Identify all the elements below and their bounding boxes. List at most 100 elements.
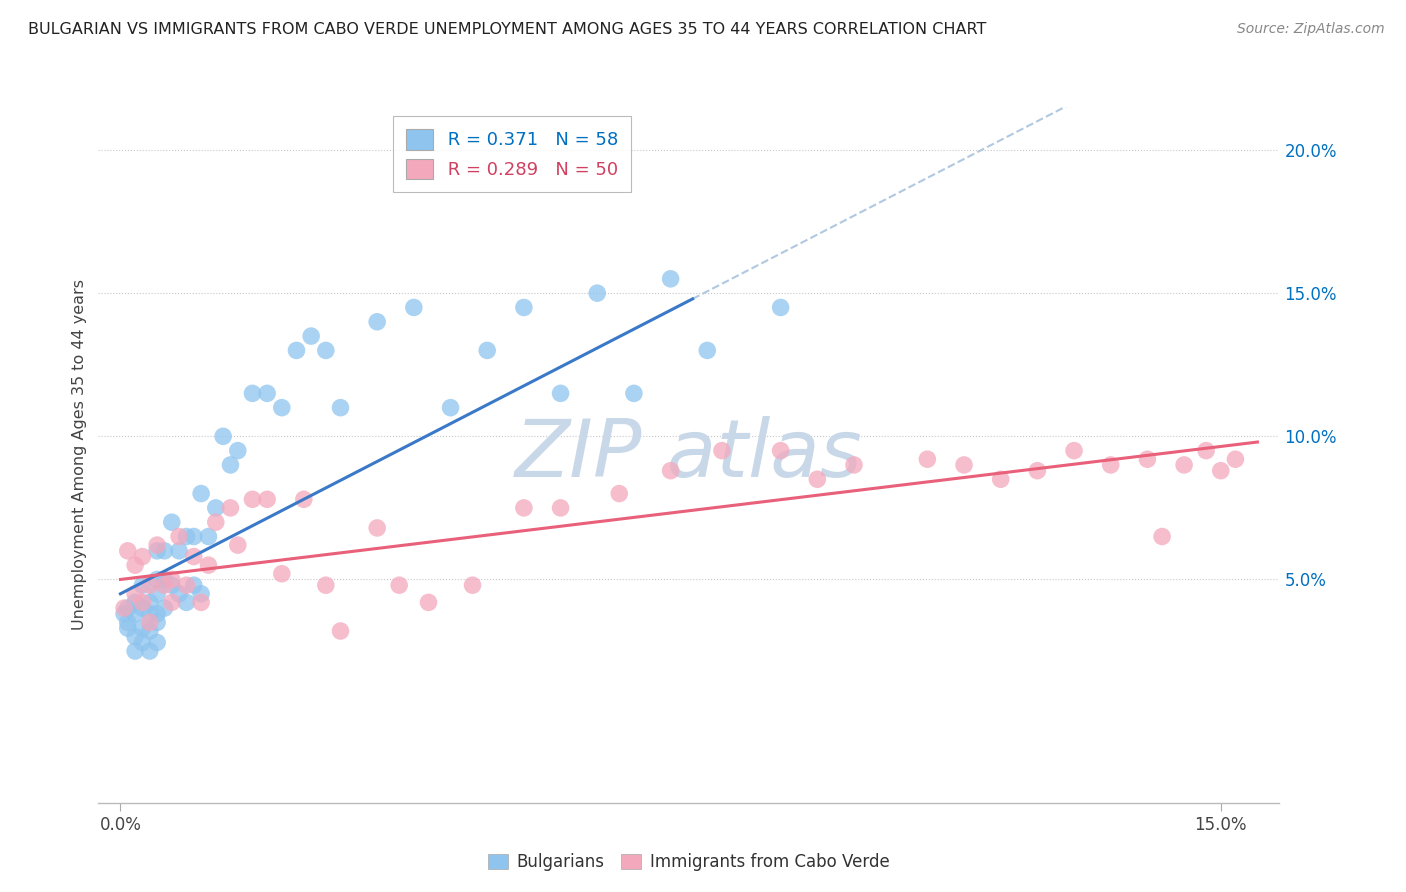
Point <box>1225 452 1247 467</box>
Point <box>285 343 308 358</box>
Point <box>696 343 718 358</box>
Point <box>146 615 169 630</box>
Point <box>176 595 198 609</box>
Point <box>388 578 411 592</box>
Point <box>917 452 939 467</box>
Point <box>131 595 153 609</box>
Point <box>146 544 169 558</box>
Point <box>402 301 425 315</box>
Point <box>315 343 337 358</box>
Point <box>176 529 198 543</box>
Point <box>366 521 388 535</box>
Point <box>242 386 264 401</box>
Point <box>586 286 609 301</box>
Point <box>226 443 249 458</box>
Point <box>769 301 792 315</box>
Point <box>160 515 183 529</box>
Point <box>131 549 153 564</box>
Text: BULGARIAN VS IMMIGRANTS FROM CABO VERDE UNEMPLOYMENT AMONG AGES 35 TO 44 YEARS C: BULGARIAN VS IMMIGRANTS FROM CABO VERDE … <box>28 22 987 37</box>
Point <box>117 601 139 615</box>
Point <box>212 429 235 443</box>
Point <box>190 486 212 500</box>
Point <box>329 624 352 638</box>
Point <box>124 607 146 621</box>
Point <box>366 315 388 329</box>
Point <box>418 595 440 609</box>
Point <box>1152 529 1174 543</box>
Point <box>806 472 828 486</box>
Point <box>513 500 536 515</box>
Point <box>117 621 139 635</box>
Text: Source: ZipAtlas.com: Source: ZipAtlas.com <box>1237 22 1385 37</box>
Point <box>550 500 572 515</box>
Point <box>1099 458 1122 472</box>
Point <box>990 472 1012 486</box>
Point <box>139 624 162 638</box>
Point <box>1173 458 1195 472</box>
Point <box>842 458 865 472</box>
Point <box>124 644 146 658</box>
Point <box>124 587 146 601</box>
Point <box>112 601 135 615</box>
Point <box>242 492 264 507</box>
Point <box>477 343 499 358</box>
Point <box>131 601 153 615</box>
Point <box>623 386 645 401</box>
Point <box>167 544 190 558</box>
Point <box>124 595 146 609</box>
Point <box>197 558 219 573</box>
Point <box>270 566 292 581</box>
Point <box>270 401 292 415</box>
Point <box>131 578 153 592</box>
Point <box>153 544 176 558</box>
Point <box>139 595 162 609</box>
Point <box>256 492 278 507</box>
Point <box>153 578 176 592</box>
Point <box>1195 443 1218 458</box>
Point <box>139 607 162 621</box>
Point <box>117 615 139 630</box>
Point <box>1209 464 1232 478</box>
Point <box>146 538 169 552</box>
Point <box>256 386 278 401</box>
Point <box>190 595 212 609</box>
Point <box>1026 464 1049 478</box>
Point <box>329 401 352 415</box>
Point <box>204 500 226 515</box>
Text: ZIP atlas: ZIP atlas <box>515 416 863 494</box>
Point <box>153 601 176 615</box>
Point <box>226 538 249 552</box>
Point <box>659 464 682 478</box>
Point <box>160 573 183 587</box>
Point <box>117 544 139 558</box>
Point <box>299 329 322 343</box>
Point <box>124 558 146 573</box>
Point <box>219 458 242 472</box>
Point <box>139 578 162 592</box>
Point <box>183 578 205 592</box>
Point <box>953 458 976 472</box>
Point <box>176 578 198 592</box>
Point <box>659 272 682 286</box>
Point <box>183 549 205 564</box>
Point <box>124 630 146 644</box>
Point <box>160 595 183 609</box>
Point <box>710 443 733 458</box>
Point <box>190 587 212 601</box>
Point <box>1136 452 1159 467</box>
Point <box>160 578 183 592</box>
Point <box>146 607 169 621</box>
Point <box>167 529 190 543</box>
Point <box>183 529 205 543</box>
Point <box>204 515 226 529</box>
Point <box>146 573 169 587</box>
Point <box>315 578 337 592</box>
Legend: Bulgarians, Immigrants from Cabo Verde: Bulgarians, Immigrants from Cabo Verde <box>482 847 896 878</box>
Point <box>219 500 242 515</box>
Point <box>197 529 219 543</box>
Point <box>439 401 461 415</box>
Y-axis label: Unemployment Among Ages 35 to 44 years: Unemployment Among Ages 35 to 44 years <box>72 279 87 631</box>
Point <box>153 573 176 587</box>
Point <box>607 486 630 500</box>
Point <box>1063 443 1085 458</box>
